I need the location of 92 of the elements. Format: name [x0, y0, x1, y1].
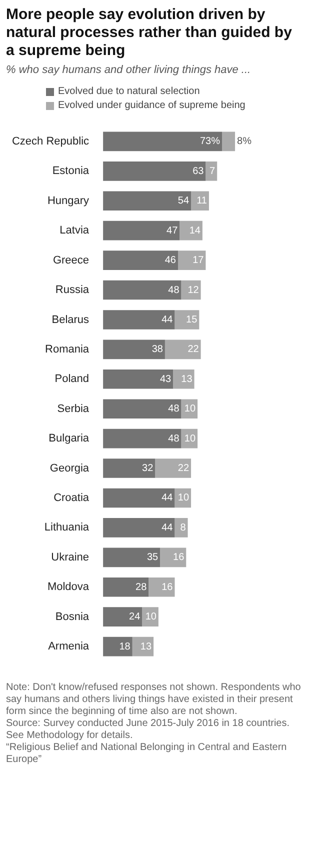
bar — [103, 280, 182, 300]
data-label: 8% — [237, 136, 252, 148]
bar — [103, 250, 178, 270]
data-label: 48 — [168, 284, 180, 296]
y-tick-label: Lithuania — [44, 522, 90, 534]
data-label: 54 — [178, 196, 190, 207]
data-label: 10 — [184, 404, 196, 415]
chart-subtitle: % who say humans and other living things have ... — [6, 64, 252, 76]
data-label: 11 — [196, 196, 208, 207]
data-label: 28 — [136, 582, 148, 593]
bar — [142, 607, 158, 626]
bar — [173, 369, 194, 389]
data-label: 48 — [168, 433, 180, 444]
data-label: 63 — [192, 166, 204, 177]
y-tick-label: Georgia — [50, 462, 90, 474]
data-label: 43 — [160, 374, 172, 385]
bar — [103, 518, 175, 538]
bar — [164, 340, 201, 360]
bar — [103, 220, 180, 240]
data-label: 10 — [178, 492, 190, 504]
data-label: 22 — [178, 463, 190, 474]
y-tick-label: Bosnia — [55, 610, 90, 623]
data-label: 47 — [166, 225, 178, 236]
y-tick-label: Czech Republic — [12, 135, 90, 148]
bar — [148, 577, 175, 597]
bar — [103, 577, 149, 597]
bar — [103, 369, 174, 389]
data-label: 13 — [140, 641, 152, 652]
y-tick-label: Bulgaria — [48, 432, 90, 445]
data-label: 17 — [192, 255, 204, 266]
y-tick-label: Ukraine — [51, 551, 90, 564]
data-label: 15 — [186, 314, 198, 326]
data-label: 48 — [168, 404, 180, 415]
data-label: 44 — [162, 522, 174, 534]
data-label: 24 — [129, 612, 141, 623]
bar — [103, 191, 192, 211]
bar — [103, 607, 142, 626]
y-tick-label: Croatia — [54, 492, 90, 504]
y-tick-label: Moldova — [47, 581, 90, 594]
bar — [180, 220, 202, 240]
y-tick-label: Romania — [45, 343, 90, 356]
bar — [103, 162, 206, 181]
bar — [178, 250, 206, 270]
bar — [191, 191, 209, 211]
bar — [206, 162, 218, 181]
data-label: 16 — [162, 582, 174, 593]
bar — [103, 428, 182, 448]
bar — [103, 310, 175, 330]
bar — [160, 548, 186, 568]
bar — [103, 488, 175, 508]
data-label: 16 — [173, 552, 185, 564]
bar — [103, 340, 165, 360]
bar — [174, 518, 188, 538]
bar — [103, 636, 132, 656]
data-label: 46 — [164, 255, 176, 266]
data-label: 13 — [181, 374, 193, 385]
data-label: 44 — [162, 492, 174, 504]
bar — [222, 132, 236, 152]
data-label: 73% — [200, 136, 220, 148]
y-tick-label: Estonia — [52, 165, 90, 178]
data-label: 10 — [145, 612, 157, 623]
y-tick-label: Belarus — [52, 314, 90, 326]
text: Note: Don't know/refused responses not shown. Respondents who say humans and others living things have existed in their present form since the beginning of time also are not shown. — [6, 682, 302, 718]
data-label: 38 — [152, 344, 164, 356]
data-label: 12 — [188, 284, 200, 296]
data-label: 22 — [188, 344, 200, 356]
y-tick-label: Hungary — [47, 194, 90, 207]
data-label: 32 — [142, 463, 154, 474]
bar — [155, 458, 192, 478]
y-tick-label: Poland — [54, 373, 90, 386]
data-label: 35 — [146, 552, 159, 564]
chart-title: More people say evolution driven by natural processes rather than guided by a supreme being — [6, 6, 293, 60]
data-label: 7 — [210, 166, 216, 177]
bar — [103, 458, 156, 478]
legend-label: Evolved due to natural selection — [58, 86, 200, 97]
source-note: Source: Survey conducted June 2015-July 2016 in 18 countries. See Methodology for details. — [6, 718, 291, 742]
data-label: 10 — [184, 433, 196, 444]
data-label: 8 — [180, 522, 186, 534]
data-label: 18 — [119, 641, 131, 652]
bar — [174, 310, 200, 330]
y-tick-label: Russia — [55, 284, 90, 296]
bar — [103, 548, 160, 568]
legend-label: Evolved under guidance of supreme being — [58, 100, 246, 111]
y-tick-label: Serbia — [57, 402, 90, 415]
bar — [103, 399, 182, 419]
bar — [103, 132, 222, 152]
data-label: 14 — [189, 225, 201, 236]
text: “Religious Belief and National Belonging in Central and Eastern Europe” — [6, 742, 288, 766]
y-tick-label: Greece — [52, 254, 90, 266]
data-label: 44 — [162, 314, 174, 326]
y-tick-label: Latvia — [60, 224, 90, 237]
y-tick-label: Armenia — [48, 640, 90, 653]
